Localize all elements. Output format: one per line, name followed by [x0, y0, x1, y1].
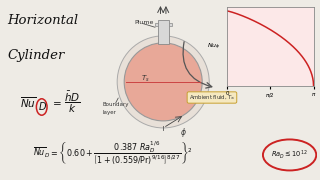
- Text: Ambient fluid, $T_\infty$: Ambient fluid, $T_\infty$: [189, 93, 235, 102]
- Text: $=$: $=$: [50, 97, 61, 107]
- Text: $T_s$: $T_s$: [141, 74, 150, 84]
- Text: Cylinder: Cylinder: [8, 50, 65, 62]
- Bar: [155, 23, 158, 26]
- Text: layer: layer: [103, 110, 116, 115]
- Text: $D$: $D$: [38, 100, 47, 112]
- Circle shape: [117, 36, 209, 128]
- Text: Horizontal: Horizontal: [8, 14, 79, 26]
- Bar: [158, 20, 169, 44]
- Text: $\overline{Nu}_D = \left\{0.60 + \dfrac{0.387\;Ra_D^{1/6}}{\left[1+(0.559/\mathr: $\overline{Nu}_D = \left\{0.60 + \dfrac{…: [33, 139, 193, 167]
- Circle shape: [124, 43, 202, 121]
- Text: Boundary: Boundary: [103, 102, 129, 107]
- Bar: [169, 23, 172, 26]
- Text: Plume: Plume: [134, 20, 153, 25]
- Text: $\overline{Nu}$: $\overline{Nu}$: [20, 95, 36, 110]
- Y-axis label: $Nu_\phi$: $Nu_\phi$: [207, 42, 220, 52]
- Text: $\phi$: $\phi$: [180, 126, 186, 139]
- Text: $\dfrac{\bar{h}D}{k}$: $\dfrac{\bar{h}D}{k}$: [63, 90, 80, 115]
- Text: $Ra_D \lesssim 10^{12}$: $Ra_D \lesssim 10^{12}$: [271, 149, 308, 161]
